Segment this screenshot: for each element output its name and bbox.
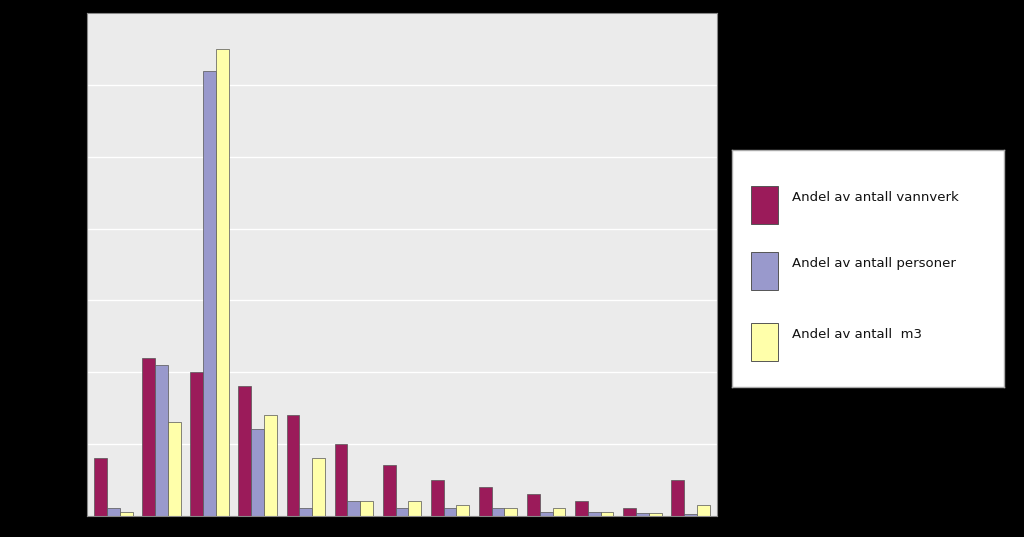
Bar	[752, 252, 778, 290]
Bar	[287, 415, 299, 516]
Bar	[347, 501, 360, 516]
Bar	[108, 509, 120, 516]
Text: Andel av antall vannverk: Andel av antall vannverk	[792, 191, 958, 204]
Bar	[492, 509, 505, 516]
Bar	[457, 505, 469, 516]
Bar	[648, 513, 662, 516]
Bar	[409, 501, 421, 516]
Bar	[540, 512, 553, 516]
Bar	[251, 430, 264, 516]
Bar	[636, 513, 648, 516]
Bar	[383, 465, 395, 516]
Bar	[312, 458, 325, 516]
Bar	[156, 365, 168, 516]
Bar	[527, 494, 540, 516]
Bar	[431, 480, 443, 516]
Bar	[588, 512, 601, 516]
Bar	[94, 458, 108, 516]
Bar	[299, 509, 312, 516]
Bar	[335, 444, 347, 516]
Bar	[443, 509, 457, 516]
Bar	[142, 358, 156, 516]
Bar	[752, 323, 778, 361]
Bar	[575, 501, 588, 516]
Bar	[216, 49, 228, 516]
Text: Andel av antall personer: Andel av antall personer	[792, 257, 955, 270]
Bar	[360, 501, 373, 516]
Bar	[264, 415, 276, 516]
Text: Andel av antall  m3: Andel av antall m3	[792, 328, 922, 341]
Bar	[752, 186, 778, 223]
Bar	[395, 509, 409, 516]
Bar	[239, 387, 251, 516]
Bar	[553, 509, 565, 516]
Bar	[601, 512, 613, 516]
Bar	[505, 509, 517, 516]
Bar	[168, 422, 181, 516]
Bar	[684, 514, 696, 516]
Bar	[203, 71, 216, 516]
Bar	[671, 480, 684, 516]
Bar	[696, 505, 710, 516]
Bar	[479, 487, 492, 516]
Bar	[190, 372, 203, 516]
Bar	[120, 512, 133, 516]
Bar	[623, 509, 636, 516]
